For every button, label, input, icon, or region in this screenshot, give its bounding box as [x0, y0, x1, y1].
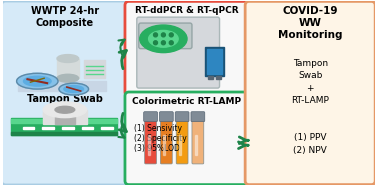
Ellipse shape — [55, 111, 75, 119]
Ellipse shape — [43, 106, 87, 124]
Bar — [55, 110, 75, 124]
Text: COVID-19
WW
Monitoring: COVID-19 WW Monitoring — [278, 6, 342, 39]
Ellipse shape — [140, 25, 187, 53]
Text: (1) PPV
(2) NPV: (1) PPV (2) NPV — [293, 133, 327, 155]
Circle shape — [153, 33, 158, 37]
FancyBboxPatch shape — [245, 1, 375, 185]
Text: (1) Sensivity
(2) Specificity
(3) 95%LOD: (1) Sensivity (2) Specificity (3) 95%LOD — [134, 124, 187, 153]
Bar — [215, 76, 220, 79]
Text: Tampon
Swab
+
RT-LAMP: Tampon Swab + RT-LAMP — [291, 59, 329, 105]
Ellipse shape — [23, 76, 51, 86]
FancyArrowPatch shape — [118, 40, 125, 54]
Bar — [18, 81, 106, 91]
Bar — [82, 127, 93, 129]
Circle shape — [169, 41, 173, 45]
Bar — [23, 127, 34, 129]
Bar — [43, 110, 87, 124]
FancyBboxPatch shape — [125, 92, 249, 185]
FancyArrowPatch shape — [239, 142, 248, 149]
Bar — [11, 132, 117, 135]
Circle shape — [161, 41, 165, 45]
FancyBboxPatch shape — [192, 118, 204, 164]
Circle shape — [161, 33, 165, 37]
Ellipse shape — [57, 54, 79, 62]
Bar — [205, 47, 225, 76]
Circle shape — [153, 41, 158, 45]
Ellipse shape — [17, 73, 58, 89]
Text: WWTP 24-hr
Composite: WWTP 24-hr Composite — [31, 6, 99, 28]
Bar — [11, 118, 117, 135]
Bar — [208, 76, 213, 79]
FancyBboxPatch shape — [125, 1, 249, 96]
Ellipse shape — [59, 83, 88, 95]
Ellipse shape — [43, 102, 87, 118]
FancyBboxPatch shape — [191, 112, 205, 122]
Bar — [57, 59, 79, 78]
FancyBboxPatch shape — [175, 112, 189, 122]
Ellipse shape — [149, 31, 178, 47]
Bar — [148, 135, 150, 155]
Circle shape — [169, 33, 173, 37]
Bar — [84, 60, 105, 78]
FancyBboxPatch shape — [145, 118, 156, 164]
FancyBboxPatch shape — [160, 112, 173, 122]
FancyBboxPatch shape — [176, 118, 188, 164]
Bar — [101, 127, 113, 129]
Text: RT-ddPCR & RT-qPCR: RT-ddPCR & RT-qPCR — [135, 6, 239, 15]
Ellipse shape — [64, 86, 84, 92]
Bar — [62, 127, 74, 129]
FancyBboxPatch shape — [2, 1, 128, 185]
FancyBboxPatch shape — [137, 17, 220, 88]
Bar — [195, 135, 197, 155]
Text: Tampon Swab
Sorbate: Tampon Swab Sorbate — [27, 94, 103, 116]
Ellipse shape — [55, 106, 75, 113]
Bar — [11, 119, 117, 123]
Bar — [207, 49, 223, 74]
FancyBboxPatch shape — [160, 118, 172, 164]
Bar — [179, 135, 181, 155]
FancyBboxPatch shape — [139, 23, 192, 49]
FancyArrowPatch shape — [118, 126, 124, 138]
FancyBboxPatch shape — [144, 112, 158, 122]
Ellipse shape — [57, 74, 79, 82]
Text: Colorimetric RT-LAMP: Colorimetric RT-LAMP — [132, 97, 242, 106]
Bar — [163, 135, 165, 155]
Bar — [42, 127, 54, 129]
